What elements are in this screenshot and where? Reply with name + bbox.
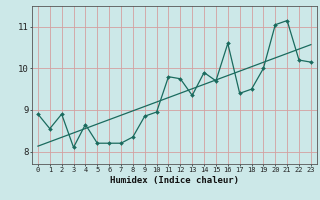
X-axis label: Humidex (Indice chaleur): Humidex (Indice chaleur) [110, 176, 239, 185]
